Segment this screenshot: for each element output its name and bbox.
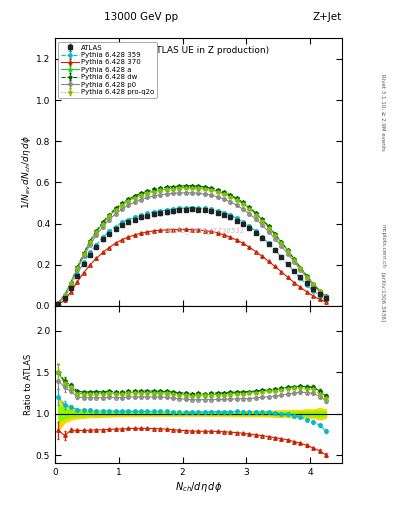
- Y-axis label: $1/N_{ev}\,dN_{ch}/d\eta\,d\phi$: $1/N_{ev}\,dN_{ch}/d\eta\,d\phi$: [20, 135, 33, 209]
- Legend: ATLAS, Pythia 6.428 359, Pythia 6.428 370, Pythia 6.428 a, Pythia 6.428 dw, Pyth: ATLAS, Pythia 6.428 359, Pythia 6.428 37…: [59, 42, 157, 98]
- Text: mcplots.cern.ch: mcplots.cern.ch: [381, 224, 386, 268]
- Y-axis label: Ratio to ATLAS: Ratio to ATLAS: [24, 354, 33, 415]
- Text: [arXiv:1306.3436]: [arXiv:1306.3436]: [381, 272, 386, 322]
- Text: 13000 GeV pp: 13000 GeV pp: [104, 11, 178, 22]
- Text: Nch (ATLAS UE in Z production): Nch (ATLAS UE in Z production): [127, 47, 270, 55]
- Text: ATLAS_2019_I1736531: ATLAS_2019_I1736531: [164, 228, 244, 234]
- X-axis label: $N_{ch}/d\eta\,d\phi$: $N_{ch}/d\eta\,d\phi$: [175, 480, 222, 494]
- Text: Z+Jet: Z+Jet: [313, 11, 342, 22]
- Text: Rivet 3.1.10, ≥ 2.9M events: Rivet 3.1.10, ≥ 2.9M events: [381, 74, 386, 151]
